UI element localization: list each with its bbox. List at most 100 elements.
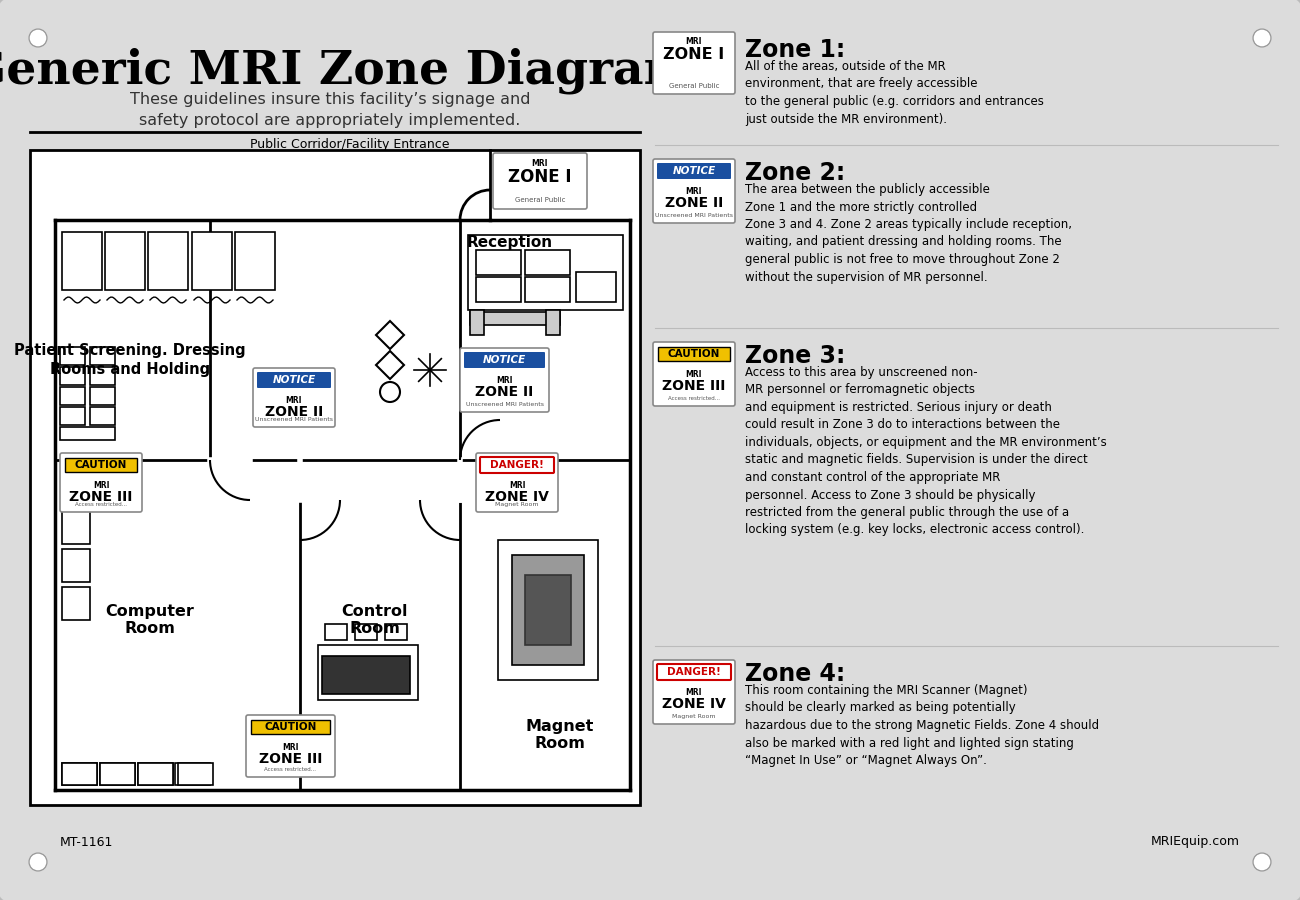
Bar — [90, 407, 114, 425]
Text: MRI: MRI — [282, 743, 299, 752]
Bar — [60, 387, 84, 405]
Bar — [176, 763, 211, 785]
Text: ZONE III: ZONE III — [259, 752, 322, 766]
Text: MT-1161: MT-1161 — [60, 835, 113, 849]
FancyBboxPatch shape — [656, 163, 731, 179]
Bar — [30, 150, 640, 805]
Text: The area between the publicly accessible
Zone 1 and the more strictly controlled: The area between the publicly accessible… — [745, 183, 1072, 284]
Text: MRI: MRI — [508, 481, 525, 490]
Text: MRI: MRI — [92, 481, 109, 490]
Text: Unscreened MRI Patients: Unscreened MRI Patients — [465, 402, 543, 407]
FancyBboxPatch shape — [653, 159, 734, 223]
Text: ZONE I: ZONE I — [508, 168, 572, 186]
Text: MRI: MRI — [686, 37, 702, 46]
Text: CAUTION: CAUTION — [264, 722, 317, 732]
Bar — [100, 763, 135, 785]
Text: MRI: MRI — [686, 187, 702, 196]
Bar — [62, 763, 98, 785]
Text: Public Corridor/Facility Entrance: Public Corridor/Facility Entrance — [250, 138, 450, 151]
FancyBboxPatch shape — [653, 660, 734, 724]
Text: NOTICE: NOTICE — [273, 375, 316, 385]
Bar — [138, 763, 173, 785]
Text: General Public: General Public — [515, 197, 566, 203]
Bar — [62, 549, 90, 582]
Text: CAUTION: CAUTION — [668, 349, 720, 359]
FancyBboxPatch shape — [656, 664, 731, 680]
Text: Access restricted...: Access restricted... — [75, 502, 127, 507]
FancyBboxPatch shape — [257, 372, 332, 388]
Bar — [62, 473, 90, 506]
Bar — [525, 277, 569, 302]
Text: MRI: MRI — [497, 376, 512, 385]
FancyBboxPatch shape — [60, 453, 142, 512]
Text: ZONE IV: ZONE IV — [662, 697, 725, 711]
Text: ZONE II: ZONE II — [664, 196, 723, 210]
Text: Access restricted...: Access restricted... — [264, 767, 316, 772]
Text: This room containing the MRI Scanner (Magnet)
should be clearly marked as being : This room containing the MRI Scanner (Ma… — [745, 684, 1098, 767]
Bar — [62, 232, 101, 290]
Text: MRI: MRI — [286, 396, 302, 405]
Bar — [510, 480, 550, 505]
Text: Unscreened MRI Patients: Unscreened MRI Patients — [255, 417, 333, 422]
Circle shape — [1253, 29, 1271, 47]
Text: Magnet
Room: Magnet Room — [525, 719, 594, 752]
Text: CAUTION: CAUTION — [75, 460, 127, 470]
Text: ZONE I: ZONE I — [663, 47, 724, 62]
Bar — [60, 407, 84, 425]
Text: All of the areas, outside of the MR
environment, that are freely accessible
to t: All of the areas, outside of the MR envi… — [745, 60, 1044, 125]
Bar — [385, 624, 407, 640]
Text: ZONE II: ZONE II — [476, 385, 533, 399]
Text: Zone 4:: Zone 4: — [745, 662, 845, 686]
Text: Zone 3:: Zone 3: — [745, 344, 845, 368]
Text: ZONE II: ZONE II — [265, 405, 324, 419]
Text: Computer
Room: Computer Room — [105, 604, 195, 636]
Bar — [235, 232, 276, 290]
Bar — [178, 763, 213, 785]
Bar — [251, 720, 330, 734]
Bar — [468, 235, 623, 310]
Bar — [62, 511, 90, 544]
Bar — [62, 763, 98, 785]
FancyBboxPatch shape — [493, 153, 588, 209]
Bar — [62, 587, 90, 620]
Bar — [658, 347, 731, 361]
Text: Access to this area by unscreened non-
MR personnel or ferromagnetic objects
and: Access to this area by unscreened non- M… — [745, 366, 1106, 536]
Circle shape — [29, 853, 47, 871]
Bar — [498, 540, 598, 680]
Bar — [476, 277, 521, 302]
FancyBboxPatch shape — [653, 32, 734, 94]
Bar — [192, 232, 231, 290]
Text: ZONE III: ZONE III — [662, 379, 725, 393]
Bar — [148, 232, 188, 290]
Bar — [65, 458, 136, 472]
Bar — [525, 250, 569, 275]
Bar — [325, 624, 347, 640]
FancyBboxPatch shape — [246, 715, 335, 777]
Text: DANGER!: DANGER! — [667, 667, 722, 677]
Bar — [90, 387, 114, 405]
Bar — [90, 347, 114, 365]
Text: Generic MRI Zone Diagram: Generic MRI Zone Diagram — [0, 48, 694, 94]
Bar — [318, 645, 419, 700]
Text: NOTICE: NOTICE — [482, 355, 526, 365]
FancyBboxPatch shape — [464, 352, 545, 368]
FancyBboxPatch shape — [480, 457, 554, 473]
Text: These guidelines insure this facility’s signage and
safety protocol are appropri: These guidelines insure this facility’s … — [130, 92, 530, 128]
Text: Control
Room: Control Room — [342, 604, 408, 636]
Bar — [60, 347, 84, 365]
Text: MRI: MRI — [686, 370, 702, 379]
Text: NOTICE: NOTICE — [672, 166, 715, 176]
Bar — [512, 555, 584, 665]
Text: ZONE III: ZONE III — [69, 490, 133, 504]
Bar — [100, 763, 135, 785]
Text: MRI: MRI — [686, 688, 702, 697]
FancyBboxPatch shape — [460, 348, 549, 412]
Text: Zone 2:: Zone 2: — [745, 161, 845, 185]
Text: General Public: General Public — [668, 83, 719, 89]
FancyBboxPatch shape — [254, 368, 335, 427]
Text: Magnet Room: Magnet Room — [672, 714, 716, 719]
Text: DANGER!: DANGER! — [490, 460, 543, 470]
Text: Access restricted...: Access restricted... — [668, 396, 720, 401]
Bar — [105, 232, 146, 290]
Text: Magnet Room: Magnet Room — [495, 502, 538, 507]
